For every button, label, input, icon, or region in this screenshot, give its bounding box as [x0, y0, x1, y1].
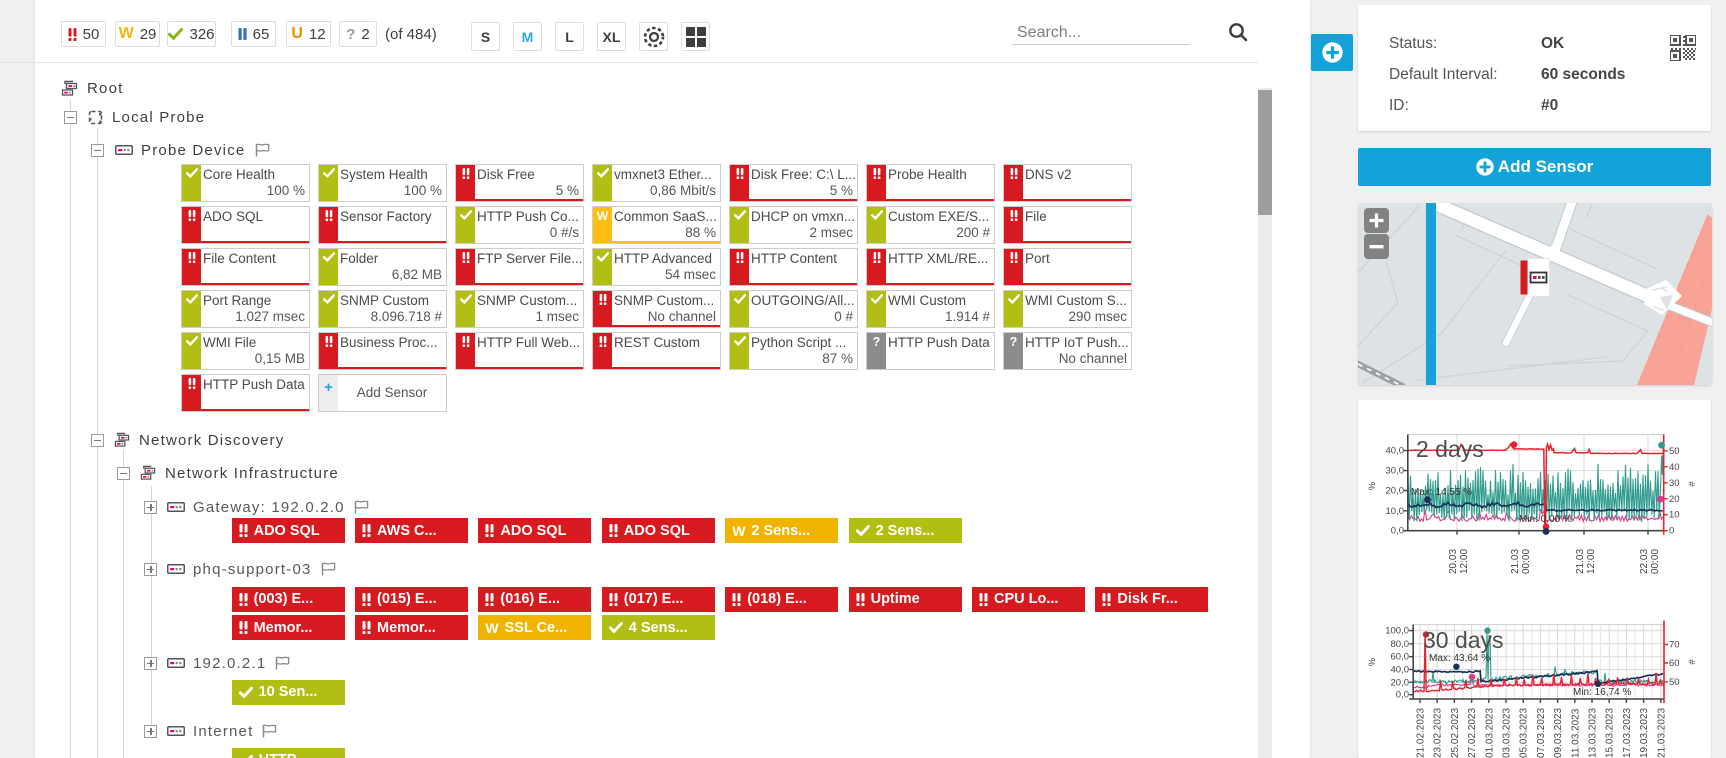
- svg-text:01.03.2023: 01.03.2023: [1484, 708, 1495, 758]
- svg-text:09.03.2023: 09.03.2023: [1553, 708, 1564, 758]
- svg-text:22.03: 22.03: [1639, 549, 1650, 574]
- svg-text:10,0: 10,0: [1386, 506, 1405, 517]
- svg-text:13.03.2023: 13.03.2023: [1588, 708, 1599, 758]
- svg-text:50: 50: [1669, 446, 1680, 457]
- svg-text:2 days: 2 days: [1416, 436, 1484, 462]
- svg-text:19.03.2023: 19.03.2023: [1639, 708, 1650, 758]
- svg-text:70: 70: [1669, 640, 1680, 651]
- svg-text:Min: 16,74 %: Min: 16,74 %: [1573, 687, 1631, 698]
- svg-text:05.03.2023: 05.03.2023: [1519, 708, 1530, 758]
- svg-text:20.03: 20.03: [1448, 549, 1459, 574]
- svg-text:21.03: 21.03: [1510, 549, 1521, 574]
- svg-text:100,0: 100,0: [1385, 626, 1409, 637]
- svg-text:0: 0: [1669, 526, 1674, 537]
- svg-text:11.03.2023: 11.03.2023: [1570, 708, 1581, 758]
- svg-text:50: 50: [1669, 677, 1680, 688]
- svg-text:30,0: 30,0: [1386, 466, 1405, 477]
- svg-text:40,0: 40,0: [1386, 446, 1405, 457]
- svg-text:10: 10: [1669, 510, 1680, 521]
- svg-text:20,0: 20,0: [1386, 486, 1405, 497]
- svg-text:Max: 43,64 %: Max: 43,64 %: [1429, 653, 1490, 664]
- svg-text:21.02.2023: 21.02.2023: [1416, 708, 1427, 758]
- svg-text:21.03.2023: 21.03.2023: [1656, 708, 1667, 758]
- svg-text:30: 30: [1669, 478, 1680, 489]
- svg-text:20: 20: [1669, 494, 1680, 505]
- svg-text:80,0: 80,0: [1391, 639, 1410, 650]
- svg-text:12:00: 12:00: [1459, 549, 1470, 574]
- svg-text:#: #: [1687, 659, 1698, 665]
- svg-text:60,0: 60,0: [1391, 652, 1410, 663]
- svg-text:17.03.2023: 17.03.2023: [1622, 708, 1633, 758]
- svg-text:60: 60: [1669, 658, 1680, 669]
- svg-text:00:00: 00:00: [1650, 549, 1661, 574]
- svg-text:15.03.2023: 15.03.2023: [1605, 708, 1616, 758]
- svg-text:12:00: 12:00: [1586, 549, 1597, 574]
- svg-text:0,0: 0,0: [1391, 526, 1404, 537]
- svg-text:Min: 0,00 %: Min: 0,00 %: [1519, 514, 1572, 525]
- svg-text:40,0: 40,0: [1391, 665, 1410, 676]
- svg-text:20,0: 20,0: [1391, 677, 1410, 688]
- svg-text:23.02.2023: 23.02.2023: [1433, 708, 1444, 758]
- svg-text:07.03.2023: 07.03.2023: [1536, 708, 1547, 758]
- svg-text:00:00: 00:00: [1521, 549, 1532, 574]
- svg-text:27.02.2023: 27.02.2023: [1467, 708, 1478, 758]
- svg-text:03.03.2023: 03.03.2023: [1502, 708, 1513, 758]
- svg-text:Max: 14,55 %: Max: 14,55 %: [1411, 487, 1472, 498]
- svg-text:#: #: [1687, 481, 1698, 487]
- svg-text:%: %: [1367, 481, 1378, 490]
- svg-text:30 days: 30 days: [1423, 627, 1504, 653]
- svg-text:%: %: [1367, 657, 1378, 666]
- svg-text:0,0: 0,0: [1396, 690, 1409, 701]
- svg-text:25.02.2023: 25.02.2023: [1450, 708, 1461, 758]
- svg-text:40: 40: [1669, 462, 1680, 473]
- svg-text:21.03: 21.03: [1575, 549, 1586, 574]
